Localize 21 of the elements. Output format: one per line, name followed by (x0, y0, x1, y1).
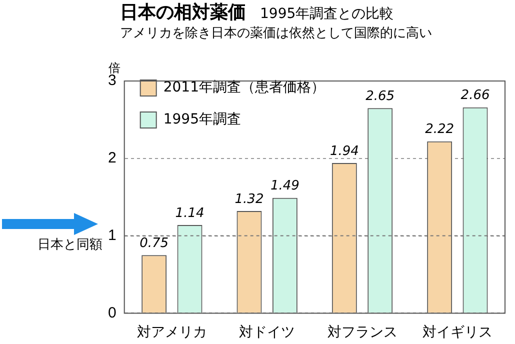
legend-label: 1995年調査 (163, 112, 241, 128)
y-axis-title: 倍 (108, 61, 120, 75)
x-tick-label: 対アメリカ (136, 323, 207, 340)
data-label: 2.22 (425, 122, 454, 138)
y-tick-label: 2 (108, 150, 116, 167)
x-tick-label: 対イギリス (422, 323, 492, 340)
chart-subtitle: 1995年調査との比較 (260, 6, 394, 22)
x-tick-label: 対フランス (327, 323, 398, 340)
data-label: 1.14 (175, 206, 204, 221)
data-label: 1.32 (234, 192, 264, 207)
data-label: 2.66 (460, 88, 490, 104)
data-label: 1.49 (270, 178, 300, 194)
x-tick-label: 対ドイツ (239, 323, 296, 340)
ref-line-label: 日本と同額 (37, 238, 102, 253)
chart-title: 日本の相対薬価 (120, 2, 246, 23)
text: アメリカを除き日本の薬価は依然として国際的に高い (120, 25, 432, 42)
y-tick-label: 1 (108, 226, 116, 244)
y-tick-label: 0 (108, 304, 116, 322)
data-label: 0.75 (140, 236, 169, 252)
data-label: 2.65 (366, 88, 395, 104)
data-label: 1.94 (330, 144, 359, 159)
